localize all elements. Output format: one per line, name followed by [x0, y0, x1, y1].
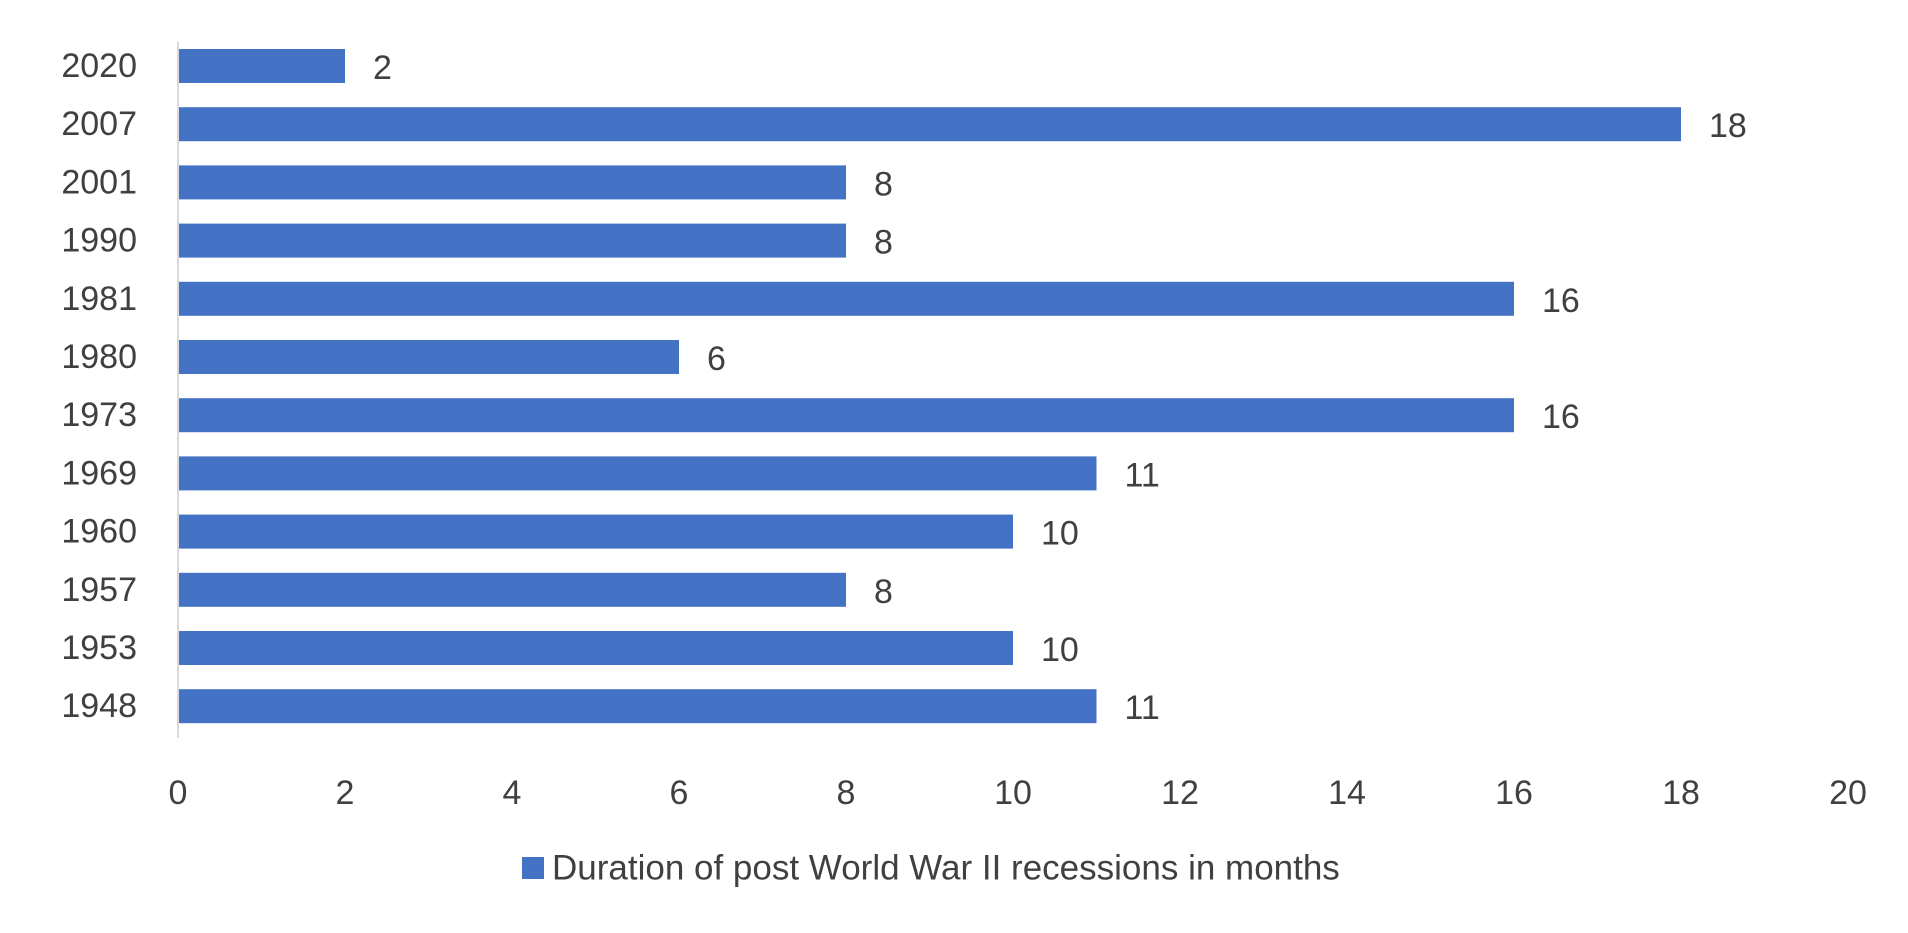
data-label-1981: 16 [1542, 282, 1580, 320]
data-label-2020: 2 [373, 49, 392, 87]
data-label-1973: 16 [1542, 398, 1580, 436]
bar-1960 [178, 514, 1013, 549]
bars-layer [178, 49, 1681, 724]
bar-1981 [178, 281, 1514, 316]
category-label-1981: 1981 [61, 280, 137, 318]
x-tick-label-12: 12 [1161, 774, 1199, 812]
category-label-1980: 1980 [61, 338, 137, 376]
bar-2020 [178, 49, 345, 83]
data-label-1948: 11 [1125, 689, 1160, 727]
bar-1969 [178, 456, 1097, 491]
data-label-1960: 10 [1041, 515, 1079, 553]
data-label-2001: 8 [874, 165, 893, 203]
category-label-1957: 1957 [61, 571, 137, 609]
x-tick-label-20: 20 [1829, 774, 1867, 812]
category-label-2001: 2001 [61, 163, 137, 201]
legend: Duration of post World War II recessions… [522, 849, 1340, 888]
x-tick-label-2: 2 [336, 774, 355, 812]
legend-label: Duration of post World War II recessions… [552, 849, 1340, 888]
bar-2007 [178, 107, 1681, 142]
bar-1953 [178, 631, 1013, 665]
data-label-1957: 8 [874, 573, 893, 611]
data-label-1969: 11 [1125, 456, 1160, 494]
data-label-1980: 6 [707, 340, 726, 378]
legend-swatch [522, 857, 544, 879]
bar-1957 [178, 572, 846, 607]
x-tick-label-16: 16 [1495, 774, 1533, 812]
bar-1990 [178, 223, 846, 258]
data-label-1953: 10 [1041, 631, 1079, 669]
x-tick-label-6: 6 [670, 774, 689, 812]
x-tick-label-0: 0 [169, 774, 188, 812]
data-label-1990: 8 [874, 224, 893, 262]
category-label-1960: 1960 [61, 513, 137, 551]
bar-1948 [178, 689, 1097, 724]
axis-layer: 0 2 4 6 8 10 12 14 16 18 20 [169, 42, 1867, 812]
data-label-2007: 18 [1709, 107, 1747, 145]
bar-1973 [178, 398, 1514, 433]
category-label-2007: 2007 [61, 105, 137, 143]
x-tick-label-18: 18 [1662, 774, 1700, 812]
category-label-1948: 1948 [61, 687, 137, 725]
bar-2001 [178, 165, 846, 200]
x-tick-label-10: 10 [994, 774, 1032, 812]
x-tick-label-4: 4 [503, 774, 522, 812]
x-tick-label-8: 8 [837, 774, 856, 812]
category-label-2020: 2020 [61, 47, 137, 85]
category-label-1953: 1953 [61, 629, 137, 667]
category-label-1990: 1990 [61, 222, 137, 260]
category-label-1969: 1969 [61, 454, 137, 492]
bar-1980 [178, 340, 679, 374]
x-tick-label-14: 14 [1328, 774, 1366, 812]
category-label-1973: 1973 [61, 396, 137, 434]
labels-layer: 2020 2 2007 18 2001 8 1990 8 1981 16 1980 6 1973 16 19… [61, 47, 1746, 727]
